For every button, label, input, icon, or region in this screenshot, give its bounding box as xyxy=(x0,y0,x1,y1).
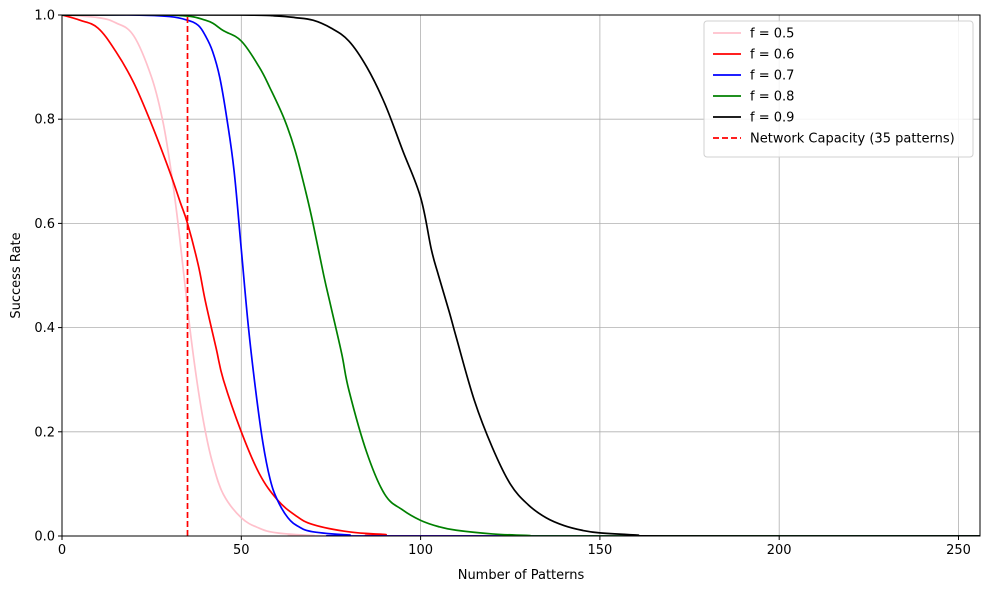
x-tick-label: 200 xyxy=(767,543,792,558)
x-tick-label: 100 xyxy=(408,543,433,558)
y-tick-label: 1.0 xyxy=(34,9,55,24)
legend-label: f = 0.5 xyxy=(750,27,794,42)
x-tick-label: 50 xyxy=(233,543,250,558)
x-tick-label: 150 xyxy=(587,543,612,558)
legend-label: f = 0.9 xyxy=(750,111,794,126)
y-tick-label: 0.0 xyxy=(34,530,55,545)
x-axis-label: Number of Patterns xyxy=(458,568,585,583)
y-axis-label: Success Rate xyxy=(9,232,24,318)
y-tick-label: 0.8 xyxy=(34,113,55,128)
legend-label: f = 0.6 xyxy=(750,48,794,63)
plot-frame xyxy=(61,14,981,537)
y-tick-label: 0.4 xyxy=(34,321,55,336)
legend-label: f = 0.7 xyxy=(750,69,794,84)
axes: 0 50 100 150 200 250 0.0 0.2 0.4 0.6 0.8 1.0 xyxy=(34,9,971,559)
y-tick-label: 0.6 xyxy=(34,217,55,232)
legend-box xyxy=(703,20,974,158)
series-line-4 xyxy=(62,15,980,536)
x-tick-label: 0 xyxy=(58,543,66,558)
legend: f = 0.5 f = 0.6 f = 0.7 f = 0.8 f = 0.9 Netwo… xyxy=(703,20,974,158)
series-line-3 xyxy=(62,15,980,536)
series-line-5 xyxy=(62,15,980,536)
y-tick-label: 0.2 xyxy=(34,425,55,440)
legend-label: Network Capacity (35 patterns) xyxy=(750,132,955,147)
legend-label: f = 0.8 xyxy=(750,90,794,105)
x-tick-label: 250 xyxy=(946,543,971,558)
series-line-2 xyxy=(62,15,980,536)
